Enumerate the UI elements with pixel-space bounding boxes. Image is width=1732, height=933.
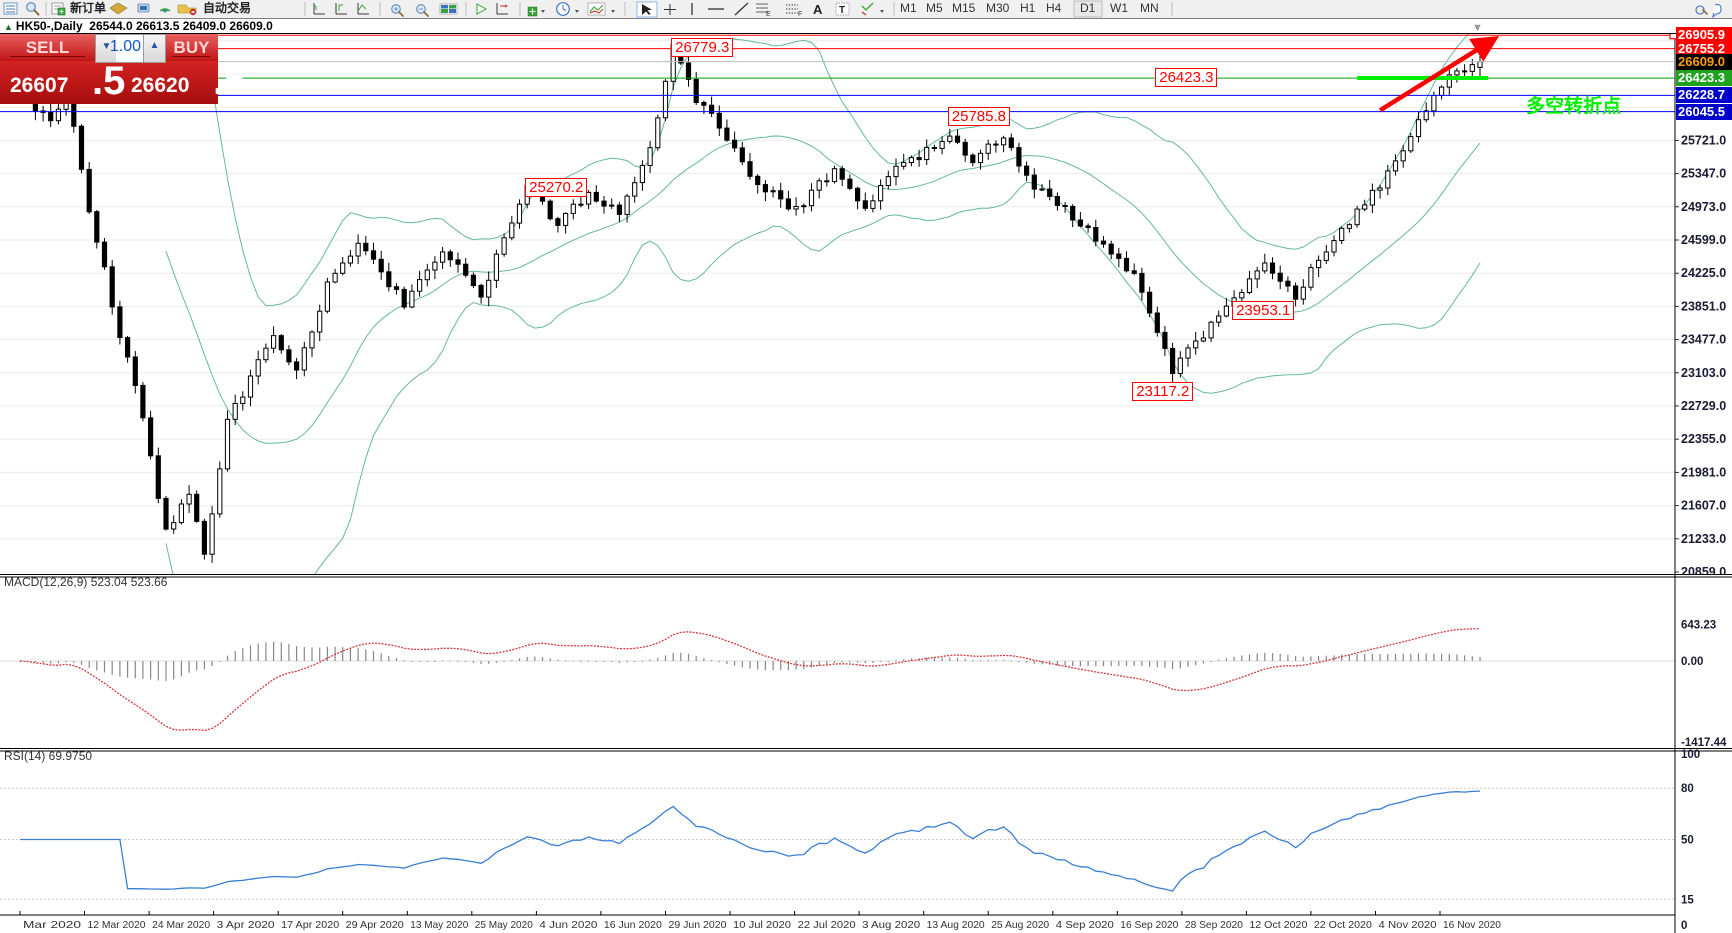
svg-text:24225.0: 24225.0 [1681,266,1726,280]
svg-text:16 Nov 2020: 16 Nov 2020 [1443,920,1501,931]
svg-text:12 Oct 2020: 12 Oct 2020 [1249,920,1307,931]
svg-text:16 Sep 2020: 16 Sep 2020 [1120,920,1178,931]
svg-text:17 Apr 2020: 17 Apr 2020 [281,920,339,931]
svg-text:4 Sep 2020: 4 Sep 2020 [1056,920,1114,931]
svg-text:21981.0: 21981.0 [1681,465,1726,479]
svg-text:643.23: 643.23 [1681,619,1716,631]
svg-text:MN: MN [1140,1,1159,15]
svg-text:RSI(14) 69.9750: RSI(14) 69.9750 [4,749,92,763]
svg-text:23851.0: 23851.0 [1681,299,1726,313]
svg-text:A: A [813,2,823,17]
svg-text:M5: M5 [926,1,943,15]
svg-text:Mar 2020: Mar 2020 [23,920,81,931]
svg-text:H4: H4 [1046,1,1062,15]
svg-text:22 Oct 2020: 22 Oct 2020 [1314,920,1372,931]
svg-text:29 Jun 2020: 29 Jun 2020 [669,920,727,931]
svg-text:新订单: 新订单 [70,0,106,15]
svg-text:24 Mar 2020: 24 Mar 2020 [152,920,210,931]
svg-text:25721.0: 25721.0 [1681,133,1726,147]
svg-text:22 Jul 2020: 22 Jul 2020 [798,920,856,931]
svg-text:E: E [766,11,771,18]
svg-text:4 Jun 2020: 4 Jun 2020 [539,920,597,931]
svg-text:10 Jul 2020: 10 Jul 2020 [733,920,791,931]
svg-text:23477.0: 23477.0 [1681,333,1726,347]
svg-text:3 Apr 2020: 3 Apr 2020 [217,920,275,931]
svg-text:29 Apr 2020: 29 Apr 2020 [346,920,404,931]
svg-text:H1: H1 [1020,1,1036,15]
svg-text:12 Mar 2020: 12 Mar 2020 [88,920,146,931]
svg-text:3 Aug 2020: 3 Aug 2020 [862,920,920,931]
svg-text:24973.0: 24973.0 [1681,200,1726,214]
svg-text:M30: M30 [986,1,1010,15]
svg-text:0.00: 0.00 [1681,656,1703,668]
svg-text:50: 50 [1681,835,1694,847]
svg-text:23103.0: 23103.0 [1681,366,1726,380]
svg-text:0: 0 [1681,920,1687,932]
svg-text:4 Nov 2020: 4 Nov 2020 [1379,920,1437,931]
svg-text:20859.0: 20859.0 [1681,565,1726,574]
svg-text:28 Sep 2020: 28 Sep 2020 [1185,920,1243,931]
svg-text:13 Aug 2020: 13 Aug 2020 [927,920,985,931]
svg-text:25 May 2020: 25 May 2020 [475,920,533,931]
svg-text:-1417.44: -1417.44 [1681,737,1727,748]
svg-text:自动交易: 自动交易 [203,0,251,15]
svg-text:W1: W1 [1110,1,1128,15]
svg-text:100: 100 [1681,749,1700,761]
svg-text:16 Jun 2020: 16 Jun 2020 [604,920,662,931]
svg-text:T: T [839,5,845,16]
svg-text:15: 15 [1681,894,1694,906]
svg-text:D1: D1 [1080,1,1096,15]
svg-text:M15: M15 [952,1,976,15]
svg-text:M1: M1 [900,1,917,15]
svg-text:22355.0: 22355.0 [1681,432,1726,446]
svg-text:22729.0: 22729.0 [1681,399,1726,413]
svg-text:80: 80 [1681,783,1694,795]
svg-text:25 Aug 2020: 25 Aug 2020 [991,920,1049,931]
svg-text:F: F [798,11,802,18]
svg-text:24599.0: 24599.0 [1681,233,1726,247]
svg-text:25347.0: 25347.0 [1681,167,1726,181]
svg-text:21233.0: 21233.0 [1681,532,1726,546]
svg-text:MACD(12,26,9) 523.04 523.66: MACD(12,26,9) 523.04 523.66 [4,575,168,589]
svg-text:13 May 2020: 13 May 2020 [410,920,468,931]
svg-text:21607.0: 21607.0 [1681,499,1726,513]
